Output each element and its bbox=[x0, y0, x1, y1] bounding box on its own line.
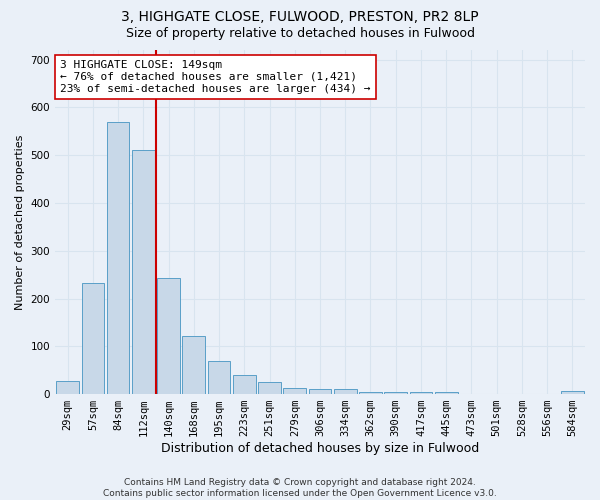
Bar bbox=[258, 382, 281, 394]
Bar bbox=[334, 390, 356, 394]
Bar bbox=[435, 392, 458, 394]
Bar bbox=[157, 278, 180, 394]
Text: Size of property relative to detached houses in Fulwood: Size of property relative to detached ho… bbox=[125, 28, 475, 40]
Text: Contains HM Land Registry data © Crown copyright and database right 2024.
Contai: Contains HM Land Registry data © Crown c… bbox=[103, 478, 497, 498]
Text: 3, HIGHGATE CLOSE, FULWOOD, PRESTON, PR2 8LP: 3, HIGHGATE CLOSE, FULWOOD, PRESTON, PR2… bbox=[121, 10, 479, 24]
Bar bbox=[107, 122, 130, 394]
Bar bbox=[233, 375, 256, 394]
Bar bbox=[182, 336, 205, 394]
Text: 3 HIGHGATE CLOSE: 149sqm
← 76% of detached houses are smaller (1,421)
23% of sem: 3 HIGHGATE CLOSE: 149sqm ← 76% of detach… bbox=[61, 60, 371, 94]
Bar bbox=[132, 150, 155, 394]
X-axis label: Distribution of detached houses by size in Fulwood: Distribution of detached houses by size … bbox=[161, 442, 479, 455]
Bar bbox=[283, 388, 306, 394]
Bar bbox=[410, 392, 433, 394]
Y-axis label: Number of detached properties: Number of detached properties bbox=[15, 134, 25, 310]
Bar bbox=[308, 390, 331, 394]
Bar bbox=[561, 390, 584, 394]
Bar bbox=[385, 392, 407, 394]
Bar bbox=[208, 360, 230, 394]
Bar bbox=[82, 283, 104, 394]
Bar bbox=[359, 392, 382, 394]
Bar bbox=[56, 381, 79, 394]
